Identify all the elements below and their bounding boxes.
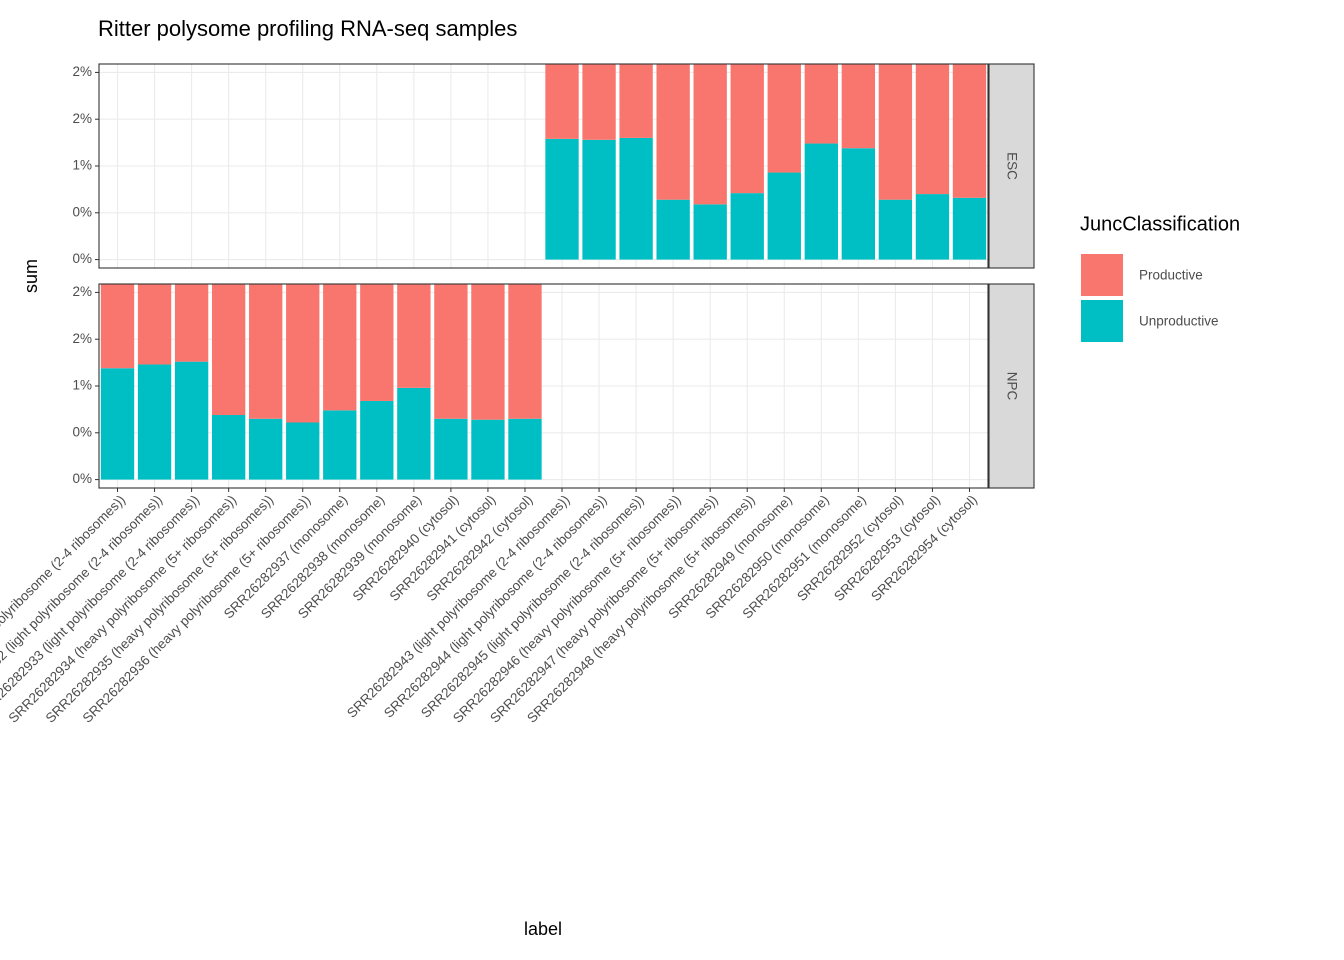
bar-segment — [249, 418, 283, 480]
bar-segment — [841, 64, 876, 149]
bar-segment — [137, 364, 172, 480]
bar-segment — [211, 284, 246, 416]
bar-segment — [360, 284, 394, 401]
bar-segment — [397, 284, 431, 388]
bar-segment — [508, 284, 542, 419]
bar-segment — [693, 64, 727, 205]
bar-segment — [582, 64, 616, 140]
bar-segment — [878, 64, 913, 200]
bar-segment — [471, 419, 505, 480]
bar-segment — [767, 172, 801, 260]
bar-segment — [286, 284, 320, 423]
y-tick-label: 0% — [72, 204, 92, 219]
strip — [988, 63, 1035, 269]
strip — [988, 283, 1035, 489]
bar-segment — [582, 139, 616, 260]
bar-segment — [619, 64, 653, 138]
bar-segment — [693, 204, 727, 260]
strip-label: NPC — [1004, 372, 1019, 401]
bar-segment — [656, 199, 690, 260]
bar-segment — [249, 284, 283, 419]
legend-swatch — [1081, 300, 1123, 342]
bar-segment — [804, 64, 838, 144]
bar-segment — [323, 284, 357, 411]
bar-segment — [952, 197, 987, 260]
legend-swatch — [1081, 254, 1123, 296]
bar-segment — [804, 143, 838, 260]
bar-segment — [434, 284, 468, 419]
bar-segment — [508, 418, 542, 480]
bar-segment — [360, 400, 394, 480]
y-tick-label: 0% — [72, 471, 92, 486]
bar-segment — [730, 193, 764, 260]
bar-segment — [397, 387, 431, 480]
y-tick-label: 2% — [72, 64, 92, 79]
y-tick-label: 2% — [72, 284, 92, 299]
bar-segment — [100, 284, 135, 369]
bar-segment — [174, 284, 209, 362]
bar-segment — [137, 284, 172, 365]
bar-segment — [100, 368, 135, 480]
legend-title: JuncClassification — [1080, 213, 1240, 235]
y-tick-label: 0% — [72, 251, 92, 266]
bar-segment — [174, 361, 209, 480]
bar-segment — [767, 64, 801, 173]
bar-segment — [434, 418, 468, 480]
chart-title: Ritter polysome profiling RNA-seq sample… — [98, 16, 517, 41]
y-tick-label: 1% — [72, 158, 92, 173]
bar-segment — [730, 64, 764, 194]
x-axis-label: label — [524, 919, 562, 939]
strip-label: ESC — [1004, 152, 1019, 180]
y-tick-label: 2% — [72, 331, 92, 346]
panel-border — [98, 283, 989, 489]
y-tick-label: 1% — [72, 378, 92, 393]
legend-label: Productive — [1139, 268, 1203, 283]
y-tick-label: 0% — [72, 424, 92, 439]
bar-segment — [952, 64, 987, 198]
bar-segment — [878, 199, 913, 260]
bar-segment — [211, 415, 246, 480]
bar-segment — [471, 284, 505, 420]
bar-segment — [545, 64, 579, 139]
bar-segment — [286, 422, 320, 480]
bar-segment — [915, 64, 950, 195]
bar-segment — [545, 138, 579, 260]
y-axis-label: sum — [21, 259, 41, 293]
bar-segment — [841, 148, 876, 260]
bar-segment — [619, 137, 653, 260]
legend-label: Unproductive — [1139, 314, 1219, 329]
panel-border — [98, 63, 989, 269]
bar-segment — [915, 194, 950, 260]
y-tick-label: 2% — [72, 111, 92, 126]
bar-segment — [323, 410, 357, 480]
bar-segment — [656, 64, 690, 200]
